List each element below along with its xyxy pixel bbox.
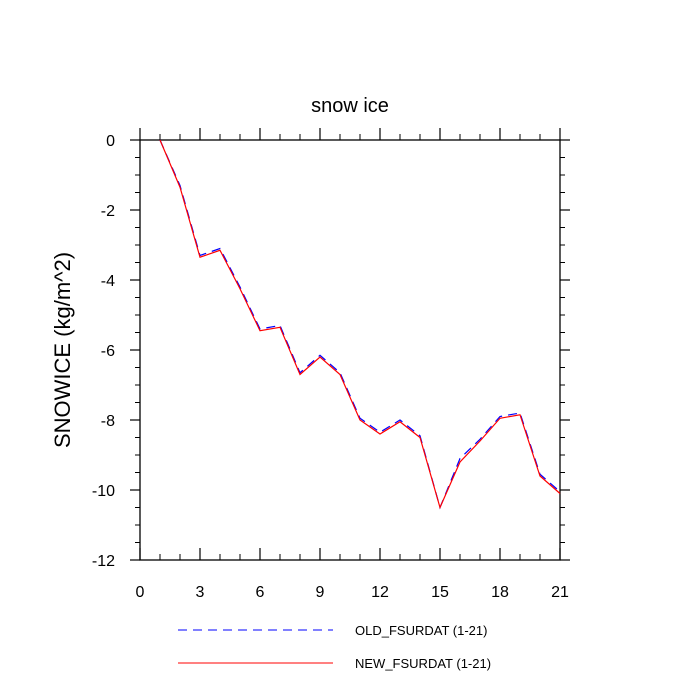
legend-label: OLD_FSURDAT (1-21)	[355, 623, 487, 638]
y-tick-label: -2	[101, 203, 115, 220]
y-tick-label: -6	[101, 343, 115, 360]
x-tick-label: 6	[256, 584, 265, 601]
tick-labels: 0 3 6 9 12 15 18 21 0 -2 -4 -6 -8 -10 -12	[92, 133, 569, 601]
series-line-new-fsurdat	[159, 139, 561, 510]
x-tick-label: 0	[136, 584, 145, 601]
series-line-old-fsurdat	[159, 139, 561, 510]
y-tick-label: 0	[106, 133, 115, 150]
y-tick-label: -10	[92, 483, 115, 500]
legend: OLD_FSURDAT (1-21) NEW_FSURDAT (1-21)	[178, 623, 491, 671]
y-tick-label: -8	[101, 413, 115, 430]
x-tick-label: 9	[316, 584, 325, 601]
chart-title: snow ice	[311, 95, 389, 117]
series-lines	[159, 139, 561, 510]
y-tick-label: -12	[92, 553, 115, 570]
x-tick-label: 3	[196, 584, 205, 601]
x-tick-label: 15	[431, 584, 449, 601]
x-tick-label: 18	[491, 584, 509, 601]
legend-label: NEW_FSURDAT (1-21)	[355, 656, 491, 671]
x-tick-label: 21	[551, 584, 569, 601]
x-tick-label: 12	[371, 584, 389, 601]
y-tick-label: -4	[101, 273, 115, 290]
y-axis-label: SNOWICE (kg/m^2)	[50, 252, 75, 448]
axis-ticks	[130, 128, 570, 561]
plot-frame	[139, 139, 561, 561]
